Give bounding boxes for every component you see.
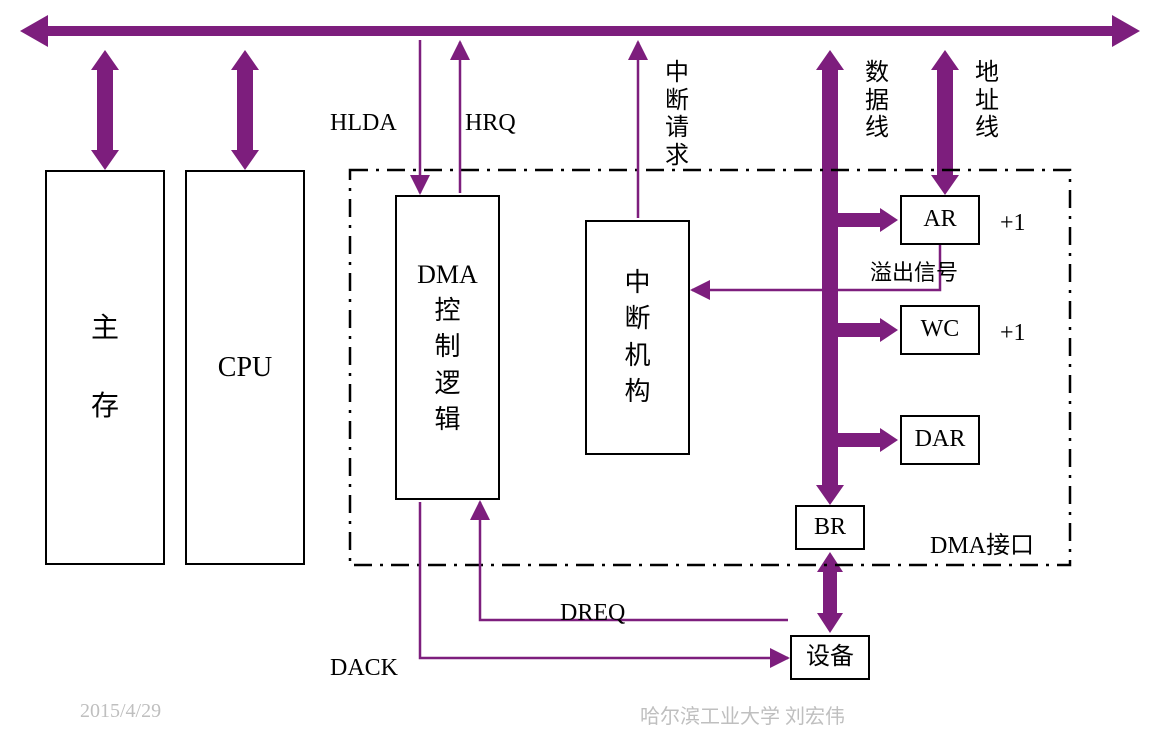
label-dreq: DREQ — [560, 600, 625, 628]
node-dar: DAR — [900, 415, 980, 465]
node-dmactrl-label: DMA 控 制 逻 辑 — [417, 257, 478, 439]
node-intmech-label: 中 断 机 构 — [624, 265, 650, 411]
label-hrq: HRQ — [465, 110, 516, 138]
node-br-label: BR — [814, 511, 846, 545]
dma-interface-label: DMA接口 — [930, 525, 1034, 560]
label-plus1b: +1 — [1000, 320, 1026, 348]
footer-author: 哈尔滨工业大学 刘宏伟 — [640, 700, 845, 729]
label-dataln: 数 据 线 — [865, 60, 889, 143]
label-dack: DACK — [330, 655, 398, 683]
node-ar: AR — [900, 195, 980, 245]
node-ar-label: AR — [923, 203, 956, 237]
dreq-line — [480, 502, 788, 620]
system-bus — [20, 15, 1140, 47]
node-wc: WC — [900, 305, 980, 355]
label-hlda: HLDA — [330, 110, 397, 138]
footer-date: 2015/4/29 — [80, 700, 161, 723]
node-dar-label: DAR — [915, 423, 966, 457]
label-intreq: 中 断 请 求 — [665, 60, 689, 170]
node-wc-label: WC — [921, 313, 960, 347]
node-intmech: 中 断 机 构 — [585, 220, 690, 455]
label-overflow: 溢出信号 — [870, 260, 958, 285]
node-dev: 设备 — [790, 635, 870, 680]
dack-line — [420, 502, 788, 658]
node-cpu-label: CPU — [218, 348, 272, 387]
label-addrln: 地 址 线 — [975, 60, 999, 143]
node-dev-label: 设备 — [806, 641, 854, 675]
label-plus1a: +1 — [1000, 210, 1026, 238]
node-mem-label: 主 存 — [91, 309, 119, 427]
node-mem: 主 存 — [45, 170, 165, 565]
node-br: BR — [795, 505, 865, 550]
node-cpu: CPU — [185, 170, 305, 565]
diagram-canvas: DMA接口 主 存 CPU DMA 控 制 逻 辑 中 断 机 构 AR WC DAR BR 设备… — [0, 0, 1149, 734]
node-dmactrl: DMA 控 制 逻 辑 — [395, 195, 500, 500]
